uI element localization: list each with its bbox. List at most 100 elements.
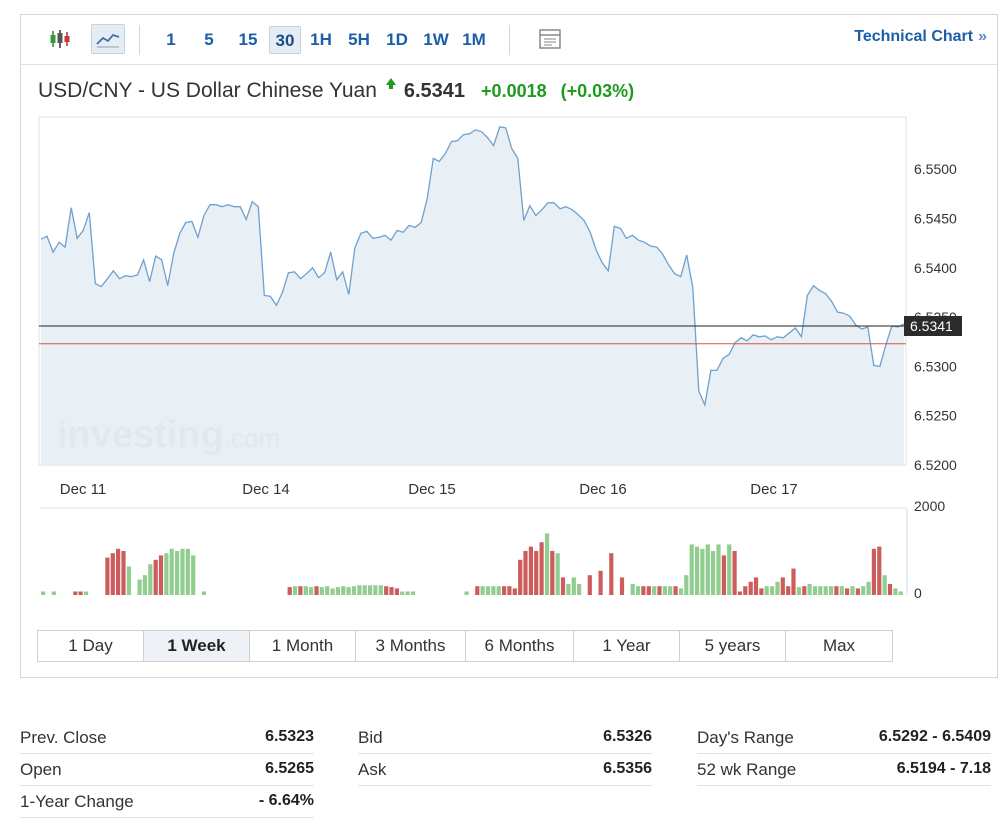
up-arrow-icon bbox=[385, 78, 396, 89]
technical-chart-label[interactable]: Technical Chart bbox=[854, 28, 974, 45]
x-tick-label: Dec 17 bbox=[750, 481, 798, 498]
volume-bar bbox=[330, 588, 335, 595]
instrument-name: USD/CNY - US Dollar Chinese Yuan bbox=[38, 79, 377, 102]
timeframe-button[interactable]: 5H bbox=[348, 30, 370, 49]
volume-bar bbox=[818, 586, 823, 595]
volume-bar bbox=[180, 548, 185, 595]
volume-bar bbox=[668, 586, 673, 595]
range-tab[interactable]: 1 Year bbox=[574, 631, 680, 661]
volume-bar bbox=[105, 557, 110, 595]
volume-bar bbox=[577, 584, 582, 595]
stat-value: 6.5265 bbox=[265, 760, 314, 777]
volume-bar bbox=[502, 586, 507, 595]
volume-bar bbox=[796, 587, 801, 595]
volume-bar bbox=[73, 591, 78, 595]
price-chart[interactable]: investing.com6.55006.54506.54006.53506.5… bbox=[21, 15, 997, 615]
area-chart-icon[interactable] bbox=[91, 24, 125, 54]
x-tick-label: Dec 16 bbox=[579, 481, 627, 498]
volume-bar bbox=[812, 586, 818, 595]
chart-settings-icon[interactable] bbox=[533, 24, 567, 54]
volume-bar bbox=[684, 575, 689, 595]
volume-bar bbox=[368, 585, 373, 595]
y-tick-label: 6.5250 bbox=[914, 408, 957, 424]
volume-bar bbox=[41, 591, 46, 595]
volume-bar bbox=[480, 586, 485, 595]
volume-bar bbox=[357, 585, 362, 595]
stat-label: Open bbox=[20, 760, 62, 779]
volume-bar bbox=[148, 564, 153, 595]
volume-bar bbox=[137, 579, 142, 595]
stat-row: 52 wk Range 6.5194 - 7.18 bbox=[697, 754, 991, 786]
range-tab[interactable]: 5 years bbox=[680, 631, 786, 661]
volume-bar bbox=[619, 577, 625, 595]
stat-value: 6.5326 bbox=[603, 728, 652, 745]
volume-bar bbox=[351, 586, 357, 595]
volume-bar bbox=[319, 587, 324, 595]
volume-bar bbox=[609, 553, 614, 595]
range-tab[interactable]: Max bbox=[822, 636, 856, 655]
volume-bar bbox=[496, 586, 501, 595]
x-tick-label: Dec 11 bbox=[60, 481, 106, 498]
volume-bar bbox=[571, 577, 576, 595]
volume-bar bbox=[51, 591, 56, 595]
stat-row: Ask 6.5356 bbox=[358, 754, 652, 786]
volume-bar bbox=[389, 587, 394, 595]
volume-bar bbox=[753, 577, 759, 595]
volume-bar bbox=[523, 551, 528, 595]
timeframe-button[interactable]: 15 bbox=[238, 30, 258, 49]
volume-bar bbox=[185, 548, 190, 595]
volume-bar bbox=[705, 544, 710, 595]
timeframe-button[interactable]: 1D bbox=[386, 30, 408, 49]
current-price-label: 6.5341 bbox=[910, 318, 953, 334]
range-tab[interactable]: 1 Month bbox=[250, 631, 356, 661]
timeframe-button[interactable]: 30 bbox=[269, 26, 301, 54]
volume-bar bbox=[866, 581, 871, 595]
volume-bar bbox=[850, 586, 855, 595]
volume-bar bbox=[539, 542, 544, 595]
timeframe-button[interactable]: 1H bbox=[310, 30, 332, 49]
range-tab[interactable]: 6 Months bbox=[466, 631, 574, 661]
range-tab[interactable]: 1 Day bbox=[38, 631, 144, 661]
volume-bar bbox=[550, 551, 555, 595]
volume-bar bbox=[845, 588, 850, 595]
volume-bar bbox=[652, 586, 657, 595]
volume-bar bbox=[855, 588, 860, 595]
volume-bar bbox=[164, 553, 169, 595]
volume-bar bbox=[780, 577, 785, 595]
timeframe-button[interactable]: 1W bbox=[423, 30, 449, 49]
timeframe-button[interactable]: 1 bbox=[166, 30, 176, 49]
volume-axis-label: 0 bbox=[914, 585, 922, 601]
volume-bar bbox=[657, 586, 662, 595]
toolbar-separator bbox=[139, 25, 140, 55]
stat-row: Bid 6.5326 bbox=[358, 722, 652, 754]
timeframe-button[interactable]: 5 bbox=[204, 30, 214, 49]
volume-bar bbox=[158, 555, 164, 595]
y-tick-label: 6.5200 bbox=[914, 457, 957, 473]
volume-bar bbox=[287, 587, 292, 595]
volume-bar bbox=[662, 586, 667, 595]
volume-bar bbox=[384, 586, 389, 595]
range-tab[interactable]: 1 Week bbox=[144, 631, 250, 661]
volume-bar bbox=[373, 585, 378, 595]
volume-bar bbox=[898, 591, 903, 595]
y-tick-label: 6.5450 bbox=[914, 211, 957, 227]
timeframe-button[interactable]: 1M bbox=[462, 30, 486, 49]
last-price: 6.5341 bbox=[403, 80, 466, 102]
volume-bar bbox=[298, 586, 303, 595]
technical-chart-link[interactable]: Technical Chart» bbox=[854, 28, 987, 46]
volume-bar bbox=[711, 551, 716, 595]
stat-row: Day's Range 6.5292 - 6.5409 bbox=[697, 722, 991, 754]
volume-bar bbox=[861, 586, 866, 595]
volume-bar bbox=[877, 546, 882, 595]
volume-bar bbox=[743, 586, 748, 595]
volume-bar bbox=[126, 566, 131, 595]
candlestick-icon[interactable] bbox=[43, 24, 77, 54]
stat-value: 6.5194 - 7.18 bbox=[896, 760, 991, 777]
volume-bar bbox=[689, 544, 694, 595]
stat-value: - 6.64% bbox=[258, 792, 314, 809]
volume-bar bbox=[534, 551, 539, 595]
range-tab[interactable]: 3 Months bbox=[356, 631, 466, 661]
stat-value: 6.5292 - 6.5409 bbox=[878, 728, 991, 745]
chart-widget: 1 5 15 30 1H 5H 1D 1W 1M Technical Chart» USD/CN… bbox=[20, 14, 998, 678]
stats-column: Day's Range 6.5292 - 6.5409 52 wk Range 6.5… bbox=[697, 722, 991, 786]
